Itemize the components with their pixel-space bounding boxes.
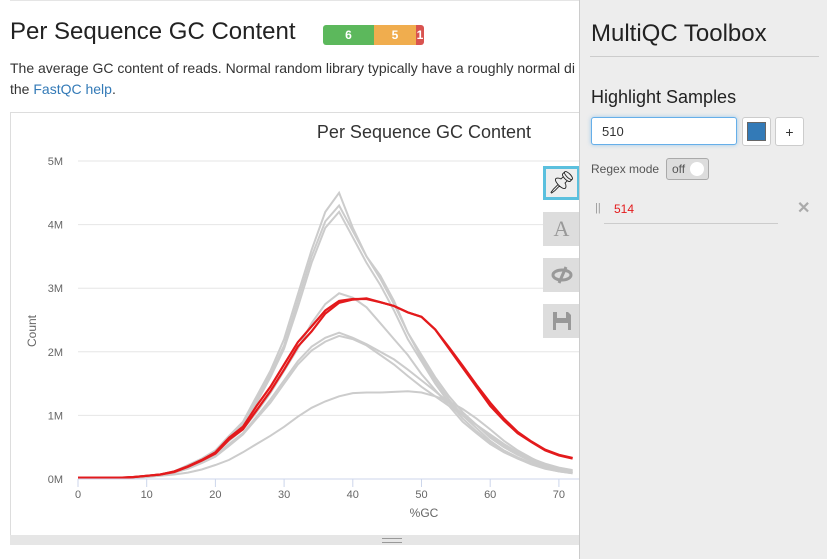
multiqc-toolbox: MultiQC Toolbox Highlight Samples + Rege… (579, 0, 827, 559)
chart-resize-handle[interactable] (10, 535, 827, 545)
series-line-8[interactable] (78, 297, 573, 479)
x-axis-label: %GC (410, 506, 439, 520)
color-swatch (747, 122, 766, 141)
remove-highlight-icon[interactable]: ✕ (797, 200, 811, 217)
series-line-4[interactable] (78, 331, 573, 479)
top-divider (10, 0, 827, 1)
description-end: . (111, 81, 116, 97)
badge-fail[interactable]: 1 (416, 25, 424, 45)
chart-title: Per Sequence GC Content (317, 122, 531, 142)
series-line-6[interactable] (78, 390, 573, 480)
y-axis-label: Count (25, 314, 39, 347)
y-tick-label: 2M (48, 347, 63, 359)
save-icon (552, 312, 571, 330)
series-line-5[interactable] (78, 334, 573, 479)
badge-pass[interactable]: 6 (323, 25, 374, 45)
x-tick-label: 40 (347, 489, 359, 501)
y-tick-label: 5M (48, 156, 63, 168)
pin-button[interactable]: 📌︎ (543, 166, 580, 200)
y-tick-label: 1M (48, 410, 63, 422)
description-text-2: the (10, 81, 34, 97)
series-line-7[interactable] (78, 297, 573, 479)
badge-warn[interactable]: 5 (374, 25, 416, 45)
highlight-samples-heading: Highlight Samples (591, 87, 737, 107)
fastqc-help-link[interactable]: FastQC help (33, 81, 112, 97)
toolbox-title: MultiQC Toolbox (591, 20, 767, 47)
section-description: The average GC content of reads. Normal … (10, 58, 827, 100)
hide-button[interactable] (543, 258, 580, 292)
x-tick-label: 10 (141, 489, 153, 501)
section-title: Per Sequence GC Content (10, 18, 296, 45)
drag-handle-icon[interactable]: || (595, 202, 601, 214)
y-tick-label: 4M (48, 220, 63, 232)
divider (590, 56, 819, 57)
x-tick-label: 0 (75, 489, 81, 501)
toggle-state: off (672, 162, 686, 176)
regex-mode-toggle[interactable]: off (666, 158, 709, 180)
x-tick-label: 60 (484, 489, 496, 501)
regex-mode-label: Regex mode (591, 162, 660, 176)
item-underline (604, 223, 778, 224)
export-button[interactable] (543, 304, 580, 338)
x-tick-label: 50 (415, 489, 427, 501)
description-text: The average GC content of reads. Normal … (10, 60, 575, 76)
y-tick-label: 0M (48, 474, 63, 486)
y-tick-label: 3M (48, 283, 63, 295)
x-tick-label: 70 (553, 489, 565, 501)
highlight-pattern-input[interactable] (591, 117, 737, 145)
series-line-3[interactable] (78, 292, 573, 479)
pin-icon: 📌︎ (547, 170, 576, 195)
eye-slash-icon (551, 266, 572, 284)
series-line-2[interactable] (78, 210, 573, 479)
x-tick-label: 30 (278, 489, 290, 501)
text-A-icon: A (553, 216, 570, 241)
add-highlight-button[interactable]: + (775, 117, 804, 146)
x-tick-label: 20 (209, 489, 221, 501)
highlight-item-pattern: 514 (614, 202, 635, 216)
label-button[interactable]: A (543, 212, 580, 246)
status-badges: 6 5 1 (323, 25, 424, 45)
highlight-color-picker[interactable] (742, 117, 771, 146)
